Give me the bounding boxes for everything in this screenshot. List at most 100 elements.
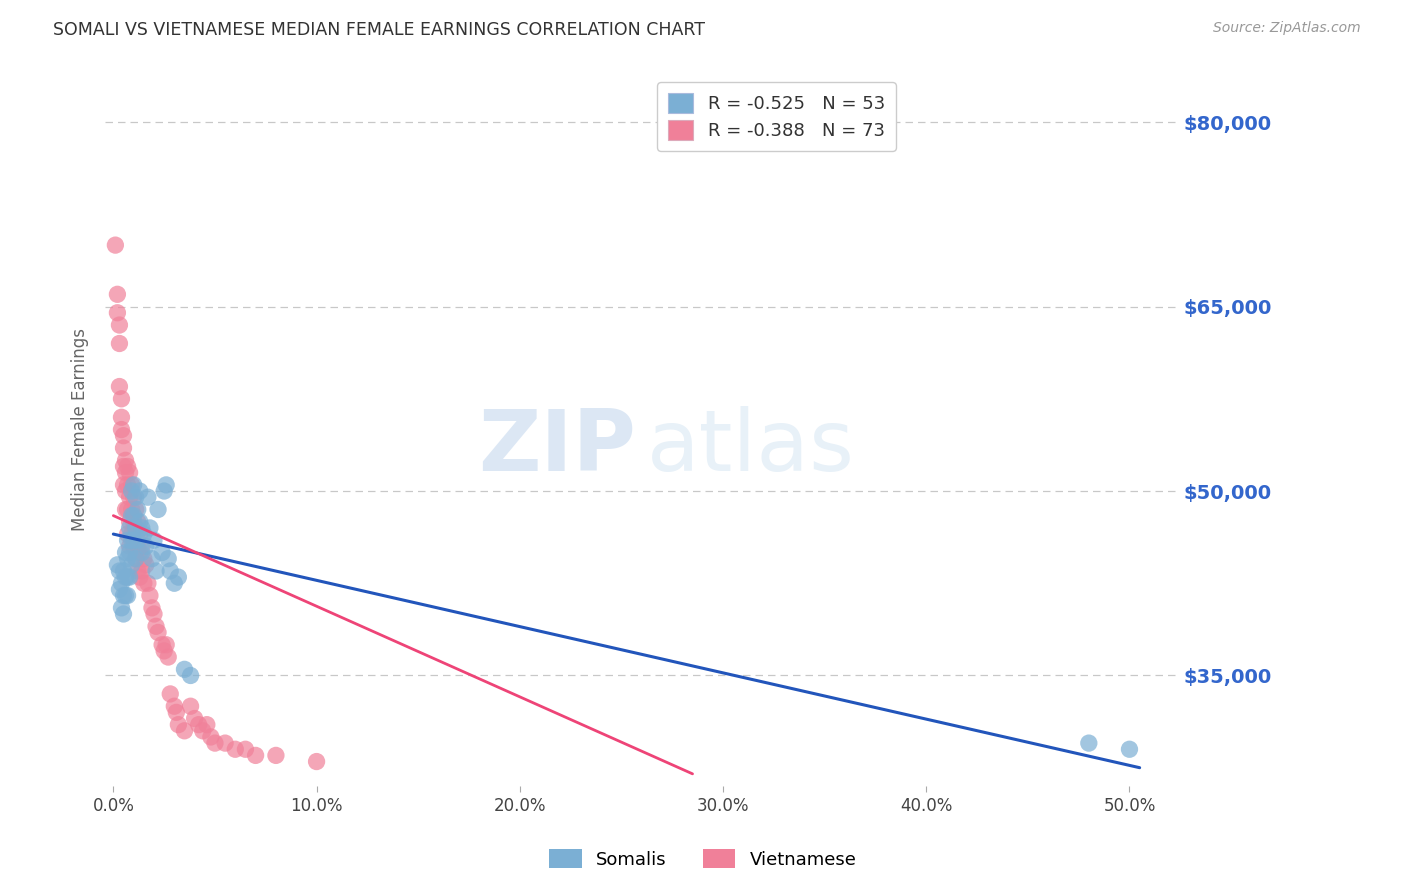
- Point: [180, 668, 202, 682]
- Text: Source: ZipAtlas.com: Source: ZipAtlas.com: [1213, 21, 1361, 36]
- Point: [117, 478, 139, 492]
- Point: [187, 717, 209, 731]
- Point: [305, 755, 328, 769]
- Point: [141, 600, 163, 615]
- Legend: Somalis, Vietnamese: Somalis, Vietnamese: [543, 841, 863, 876]
- Point: [139, 521, 162, 535]
- Point: [131, 540, 153, 554]
- Point: [118, 545, 141, 559]
- Point: [118, 466, 141, 480]
- Point: [125, 490, 148, 504]
- Point: [117, 459, 139, 474]
- Point: [118, 521, 141, 535]
- Point: [159, 564, 181, 578]
- Point: [122, 515, 145, 529]
- Point: [132, 527, 155, 541]
- Point: [125, 502, 148, 516]
- Point: [117, 502, 139, 516]
- Point: [112, 564, 135, 578]
- Point: [128, 545, 150, 559]
- Point: [122, 508, 145, 523]
- Point: [153, 483, 176, 498]
- Point: [150, 545, 173, 559]
- Point: [135, 540, 157, 554]
- Point: [118, 540, 141, 554]
- Point: [1077, 736, 1099, 750]
- Point: [110, 423, 132, 437]
- Point: [121, 508, 143, 523]
- Point: [122, 478, 145, 492]
- Point: [235, 742, 257, 756]
- Point: [117, 533, 139, 548]
- Point: [245, 748, 267, 763]
- Point: [155, 478, 177, 492]
- Point: [127, 533, 149, 548]
- Point: [114, 502, 136, 516]
- Point: [163, 699, 186, 714]
- Point: [121, 483, 143, 498]
- Point: [141, 551, 163, 566]
- Point: [157, 650, 180, 665]
- Point: [114, 589, 136, 603]
- Point: [157, 551, 180, 566]
- Point: [107, 306, 129, 320]
- Point: [110, 410, 132, 425]
- Point: [131, 521, 153, 535]
- Point: [117, 527, 139, 541]
- Point: [107, 287, 129, 301]
- Point: [173, 662, 195, 676]
- Point: [131, 564, 153, 578]
- Point: [117, 589, 139, 603]
- Point: [125, 551, 148, 566]
- Point: [145, 619, 167, 633]
- Point: [128, 515, 150, 529]
- Point: [145, 564, 167, 578]
- Point: [112, 428, 135, 442]
- Point: [114, 545, 136, 559]
- Point: [183, 712, 205, 726]
- Point: [150, 638, 173, 652]
- Point: [1118, 742, 1140, 756]
- Point: [125, 521, 148, 535]
- Point: [107, 558, 129, 572]
- Point: [200, 730, 222, 744]
- Point: [112, 441, 135, 455]
- Point: [122, 540, 145, 554]
- Point: [110, 576, 132, 591]
- Point: [122, 490, 145, 504]
- Point: [135, 558, 157, 572]
- Point: [121, 558, 143, 572]
- Point: [117, 570, 139, 584]
- Text: atlas: atlas: [647, 406, 855, 489]
- Point: [163, 576, 186, 591]
- Legend: R = -0.525   N = 53, R = -0.388   N = 73: R = -0.525 N = 53, R = -0.388 N = 73: [657, 82, 896, 151]
- Point: [114, 570, 136, 584]
- Point: [108, 582, 131, 597]
- Point: [104, 238, 127, 252]
- Point: [114, 483, 136, 498]
- Point: [121, 502, 143, 516]
- Point: [108, 564, 131, 578]
- Point: [125, 521, 148, 535]
- Point: [128, 483, 150, 498]
- Point: [146, 502, 169, 516]
- Point: [121, 527, 143, 541]
- Point: [127, 515, 149, 529]
- Point: [191, 723, 214, 738]
- Point: [114, 466, 136, 480]
- Point: [121, 533, 143, 548]
- Point: [224, 742, 246, 756]
- Point: [139, 589, 162, 603]
- Point: [125, 551, 148, 566]
- Point: [153, 644, 176, 658]
- Point: [136, 490, 159, 504]
- Point: [122, 533, 145, 548]
- Point: [108, 336, 131, 351]
- Point: [143, 533, 166, 548]
- Y-axis label: Median Female Earnings: Median Female Earnings: [72, 328, 89, 531]
- Point: [146, 625, 169, 640]
- Point: [117, 551, 139, 566]
- Point: [112, 459, 135, 474]
- Point: [108, 379, 131, 393]
- Text: ZIP: ZIP: [478, 406, 637, 489]
